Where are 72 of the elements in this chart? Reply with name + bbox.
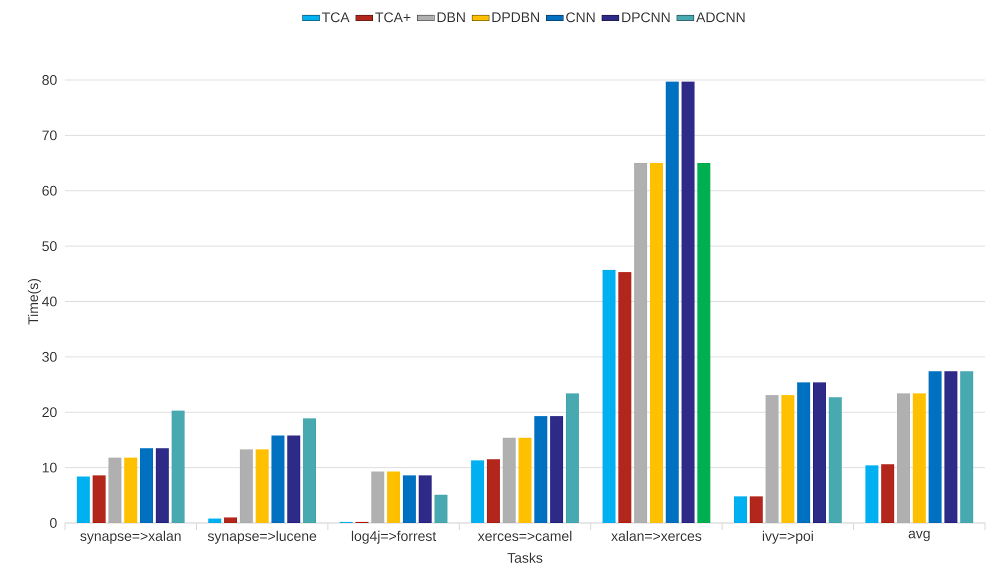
bar xyxy=(303,418,316,523)
bar xyxy=(928,371,942,523)
bar xyxy=(550,416,564,523)
x-tick-label: avg xyxy=(908,530,930,542)
bar xyxy=(896,393,910,523)
bar xyxy=(124,458,138,523)
x-tick-label: xerces=>camel xyxy=(478,530,572,542)
bar xyxy=(912,393,926,523)
bar xyxy=(812,382,826,523)
y-tick-label: 30 xyxy=(42,352,57,362)
bar xyxy=(402,475,416,523)
x-tick-label: ivy=>poi xyxy=(762,530,813,544)
bar xyxy=(224,517,238,523)
y-tick-label: 10 xyxy=(42,462,57,473)
bar xyxy=(650,163,663,523)
bar xyxy=(240,449,253,523)
bar xyxy=(76,476,90,523)
bar xyxy=(602,270,616,523)
bar xyxy=(781,395,794,523)
y-tick-label: 80 xyxy=(42,75,57,85)
x-tick-label: xalan=>xerces xyxy=(611,530,702,542)
bar xyxy=(828,397,842,523)
legend-label: TCA+ xyxy=(375,12,410,22)
bar xyxy=(944,371,958,523)
y-tick-label: 20 xyxy=(42,407,57,418)
bar xyxy=(471,460,484,523)
bar xyxy=(881,464,894,523)
bar xyxy=(371,471,384,523)
y-axis-title: Time(s) xyxy=(28,278,41,325)
bar xyxy=(387,471,400,523)
y-tick-label: 60 xyxy=(42,186,57,196)
bar xyxy=(287,435,300,523)
bar xyxy=(172,410,185,523)
bar xyxy=(140,448,154,523)
legend-label: DPCNN xyxy=(622,12,670,22)
bar xyxy=(865,465,878,523)
x-tick-label: log4j=>forrest xyxy=(352,530,436,544)
bar xyxy=(271,435,284,523)
bar xyxy=(797,382,810,523)
bar xyxy=(208,518,222,523)
legend-label: TCA xyxy=(322,12,350,22)
y-tick-label: 50 xyxy=(42,241,57,252)
bar xyxy=(960,371,974,523)
bar xyxy=(766,395,779,523)
bar xyxy=(750,496,763,523)
y-tick-label: 40 xyxy=(42,296,57,306)
legend-label: ADCNN xyxy=(696,12,745,22)
bar xyxy=(734,496,747,523)
bar xyxy=(697,163,710,523)
bar xyxy=(108,458,122,523)
bar xyxy=(502,438,516,523)
bar xyxy=(534,416,548,523)
legend-label: DPDBN xyxy=(492,12,539,22)
bar xyxy=(92,475,106,523)
bar xyxy=(156,448,169,523)
x-tick-label: synapse=>xalan xyxy=(80,530,181,544)
bar xyxy=(256,449,269,523)
x-tick-label: synapse=>lucene xyxy=(208,530,316,544)
bar xyxy=(666,82,679,523)
y-tick-label: 0 xyxy=(50,518,57,528)
y-tick-label: 70 xyxy=(42,130,57,140)
bar xyxy=(434,494,448,523)
bar xyxy=(486,459,500,523)
bar xyxy=(682,82,695,523)
bar xyxy=(634,163,648,523)
legend-label: CNN xyxy=(566,12,595,22)
x-axis-title: Tasks xyxy=(507,552,542,563)
bar xyxy=(418,475,432,523)
bar xyxy=(618,272,632,523)
bar xyxy=(518,438,532,523)
bar xyxy=(566,393,579,523)
legend-label: DBN xyxy=(438,12,465,22)
